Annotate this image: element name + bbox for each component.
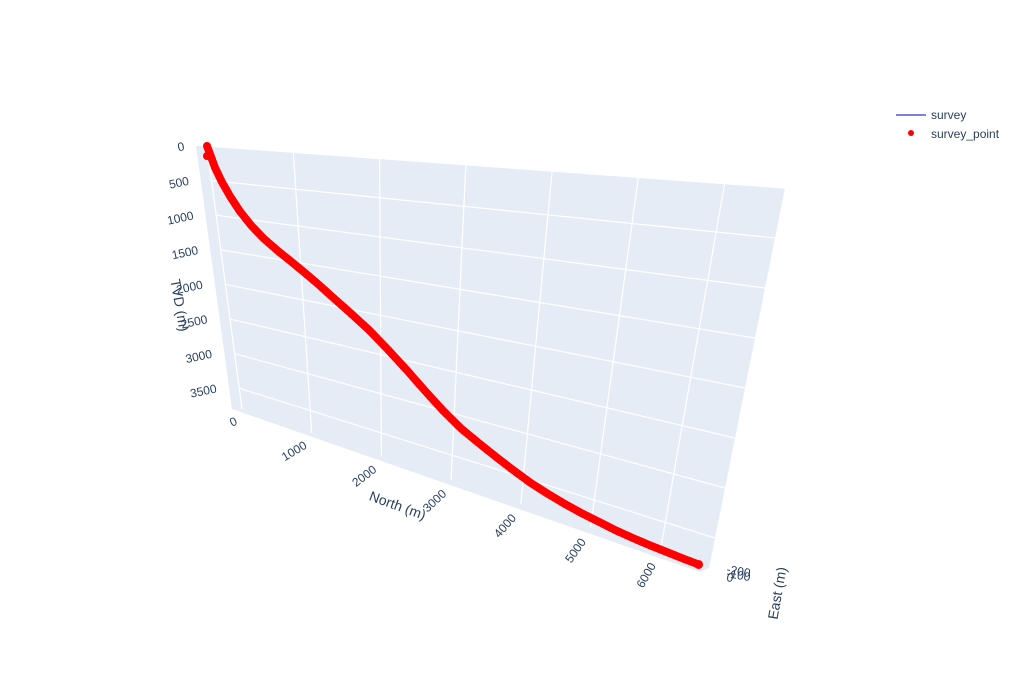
z-tick-label: 500 <box>168 174 191 192</box>
grid-line-tvd-1000 <box>216 214 766 289</box>
z-tick-label: 3500 <box>189 381 218 400</box>
grid-layer <box>206 145 786 552</box>
grid-line-north-3000 <box>450 164 467 481</box>
x-tick-label: 0 <box>227 414 239 430</box>
tvd-east-pane <box>196 146 242 409</box>
legend-survey-label[interactable]: survey <box>931 108 966 122</box>
legend[interactable]: survey survey_point <box>896 108 1000 141</box>
y-tick-label: -200 <box>725 562 751 580</box>
grid-line-tvd-3000 <box>234 353 726 489</box>
x-tick-label: 6000 <box>634 560 659 590</box>
grid-line-north-0 <box>206 145 243 410</box>
z-tick-label: 0 <box>176 139 186 154</box>
grid-line-tvd-2500 <box>229 318 736 439</box>
marker-layer <box>203 142 704 569</box>
x-tick-label: 5000 <box>562 535 589 565</box>
grid-line-north-4000 <box>520 171 553 504</box>
y-tick-label: -100 <box>725 566 751 584</box>
grid-line-north-1000 <box>292 152 313 433</box>
grid-line-north-6000 <box>659 183 726 552</box>
x-tick-label: 1000 <box>279 438 309 464</box>
grid-line-tvd-500 <box>211 180 776 239</box>
legend-survey-point-marker-icon <box>908 130 914 136</box>
z-tick-label: 2000 <box>175 278 204 297</box>
x-axis-title: North (m) <box>367 488 428 523</box>
grid-line-tvd-3500 <box>239 387 716 539</box>
survey-point-marker <box>694 559 704 569</box>
grid-line-tvd-0 <box>206 145 786 189</box>
x-tick-label: 4000 <box>491 511 519 541</box>
y-tick-label: 0 <box>725 570 734 585</box>
x-tick-label: 2000 <box>349 462 379 489</box>
grid-line-north-2000 <box>378 158 383 457</box>
survey-point-marker <box>203 152 211 160</box>
y-axis-title: East (m) <box>765 566 790 621</box>
grid-line-tvd-1500 <box>220 249 756 339</box>
z-tick-label: 1500 <box>170 243 199 262</box>
z-tick-label: 3000 <box>184 347 213 366</box>
floor-pane <box>232 409 709 572</box>
grid-line-north-5000 <box>589 177 639 528</box>
grid-line-tvd-2000 <box>225 283 746 389</box>
z-tick-label: 2500 <box>180 312 209 331</box>
tvd-north-pane <box>207 146 785 568</box>
legend-survey-point-label[interactable]: survey_point <box>931 127 1000 141</box>
z-tick-label: 1000 <box>166 208 195 227</box>
